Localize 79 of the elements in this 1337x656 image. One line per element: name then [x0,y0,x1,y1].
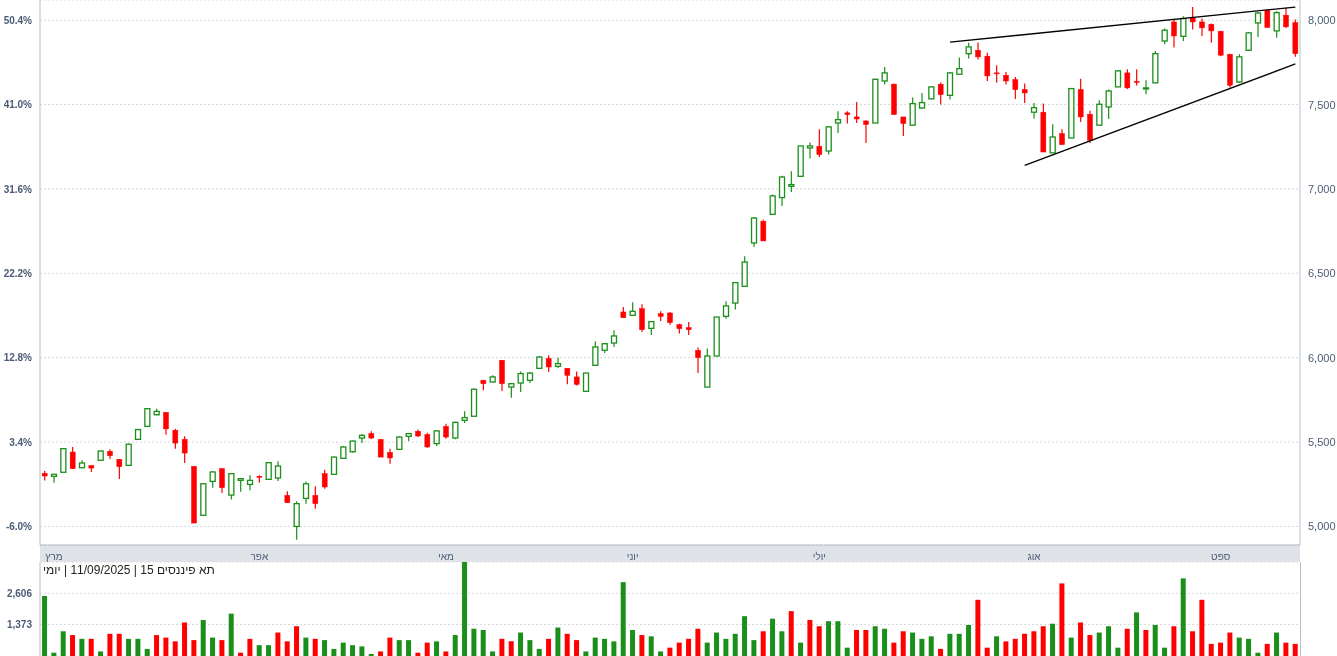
y2-tick-label: 41.0% [3,99,33,111]
y2-tick-label: 31.6% [3,183,33,195]
candlestick [50,473,58,484]
candlestick [984,52,991,82]
y-tick-label: 1,373 [6,618,33,630]
candlestick [592,340,599,366]
candlestick [975,41,981,61]
candlestick [834,110,842,134]
candlestick [1124,68,1131,90]
candlestick [900,116,907,137]
candlestick [1273,10,1280,39]
candlestick [760,219,767,242]
candlestick [695,346,701,374]
candlestick [60,448,67,473]
candlestick [274,460,282,482]
candlestick [946,71,954,101]
candlestick [918,92,926,110]
candlestick [806,141,814,160]
candlestick [219,467,225,494]
candlestick [816,128,823,158]
candlestick [517,370,524,393]
x-tick-label: מאי [438,551,454,563]
candlestick [163,411,169,436]
candlestick [1180,15,1187,42]
y-tick-label: 5,000 [1308,520,1336,533]
candlestick [1030,102,1038,120]
x-tick-label: ספט [1211,551,1231,563]
y-tick-label: 5,500 [1308,435,1336,448]
y2-tick-label: 22.2% [3,267,33,279]
candlestick [1096,99,1103,126]
candlestick [732,281,739,311]
candlestick [1012,76,1019,100]
y2-tick-label: 3.4% [9,436,33,448]
candlestick [1049,123,1056,154]
candlestick [853,101,860,124]
y-tick-label: 6,500 [1308,267,1336,280]
candlestick [909,96,916,126]
x-tick-label: יוני [626,551,639,563]
candlestick [778,175,786,207]
y-tick-label: 6,000 [1308,351,1336,364]
y-tick-label: 7,500 [1308,98,1336,111]
candlestick [554,357,562,369]
candlestick [1142,79,1150,95]
candlestick [1189,6,1196,31]
candlestick [639,303,645,333]
candlestick [228,472,235,501]
y2-tick-label: 12.8% [3,352,33,364]
candlestick [321,469,328,490]
candlestick [172,428,179,450]
candlestick [181,435,188,464]
x-tick-label: יולי [812,551,826,563]
candlestick [582,372,590,392]
candlestick [937,81,944,106]
candlestick [116,458,123,480]
candlestick [1217,30,1224,57]
x-tick-label: אפר [250,551,269,563]
candlestick [358,433,366,444]
y-tick-label: 7,000 [1308,182,1336,195]
candlestick [1021,82,1028,104]
candlestick [302,480,310,505]
candlestick [1171,18,1177,49]
candlestick [1199,17,1205,37]
candlestick [293,500,300,541]
candlestick [788,170,795,193]
y2-tick-label: -6.0% [5,520,33,532]
x-tick-label: אוג [1027,551,1042,563]
candlestick [1283,6,1289,29]
candlestick [1105,89,1112,120]
y2-tick-label: 50.4% [3,14,33,26]
y-tick-label: 2,606 [6,587,33,599]
candlestick [1254,11,1262,38]
annotation: תא פיננסים 15 | 11/09/2025 | יומי [43,563,215,577]
candlestick [863,119,869,144]
candlestick [69,446,76,470]
candlestick [499,359,505,392]
candlestick [312,485,319,510]
candlestick [246,474,254,491]
y-tick-label: 8,000 [1308,14,1336,27]
x-tick-label: מרץ [45,551,63,563]
